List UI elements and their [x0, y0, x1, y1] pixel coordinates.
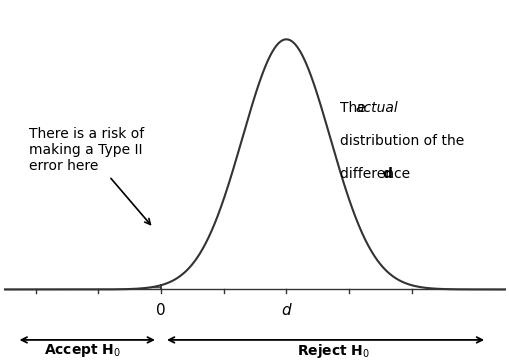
Text: There is a risk of
making a Type II
error here: There is a risk of making a Type II erro… [29, 127, 150, 224]
Text: 0: 0 [156, 303, 165, 317]
Text: distribution of the: distribution of the [339, 134, 463, 148]
Text: d: d [382, 167, 391, 181]
Text: The: The [339, 101, 369, 115]
Text: Accept H$_0$: Accept H$_0$ [44, 342, 121, 359]
Text: d: d [281, 303, 291, 317]
Text: actual: actual [355, 101, 398, 115]
Text: Reject H$_0$: Reject H$_0$ [296, 342, 369, 360]
Text: difference: difference [339, 167, 413, 181]
